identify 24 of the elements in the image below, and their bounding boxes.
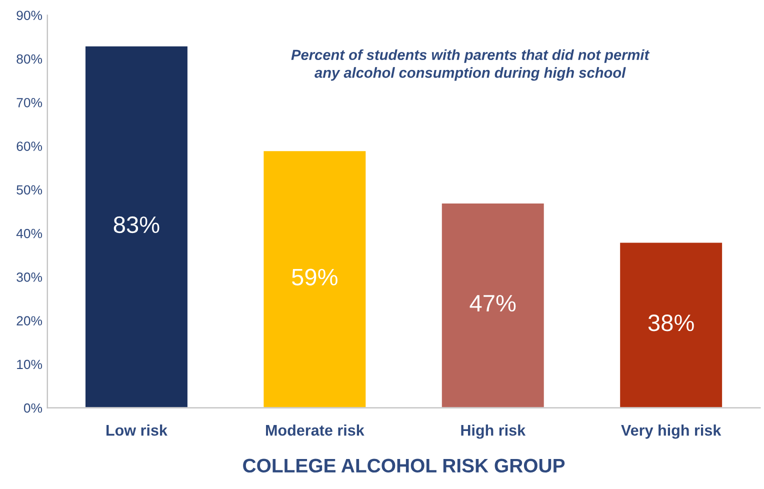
x-tick-label: Low risk [106,424,168,436]
y-tick-label: 40% [16,228,42,238]
y-tick-label: 10% [17,360,42,370]
x-tick-label: Moderate risk [266,424,364,436]
x-tick-label: Very high risk [621,424,722,439]
data-label: 38% [648,314,694,332]
y-tick-label: 30% [16,272,42,282]
bar [618,241,724,408]
y-tick-label: 20% [16,316,42,326]
text: Percent of students with parents that did not permit any alcohol consumption during high school [291,49,650,81]
data-label: 59% [292,268,338,286]
data-label: 83% [114,216,160,234]
y-tick-label: 90% [16,10,42,20]
data-label: 47% [470,295,516,312]
y-tick-label: 70% [16,98,42,108]
y-tick-label: 50% [16,185,42,195]
bar [262,150,368,408]
x-axis-title: COLLEGE ALCOHOL RISK GROUP [243,458,565,473]
bar [84,45,189,408]
y-tick-label: 80% [16,54,42,64]
y-tick-label: 60% [16,142,42,151]
bar [440,202,546,408]
x-tick-label: High risk [461,424,526,439]
y-tick-label: 0% [24,403,42,413]
